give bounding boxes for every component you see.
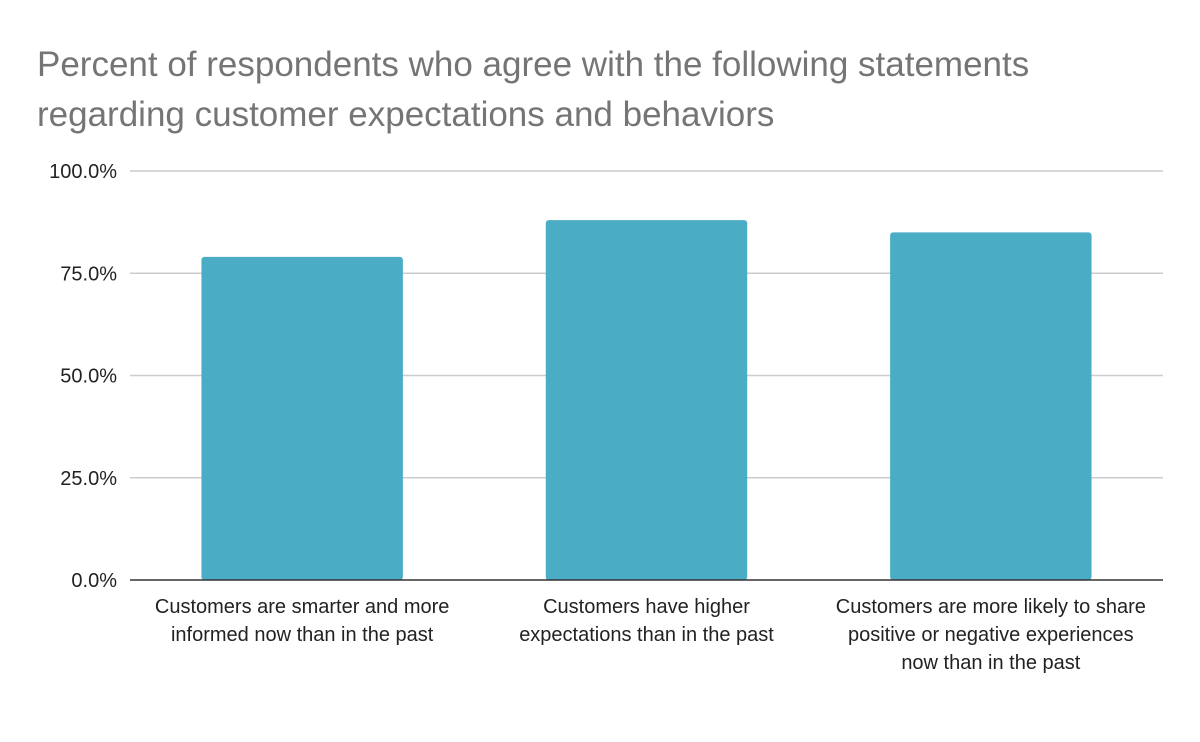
- bar: [201, 256, 403, 580]
- y-tick-label: 25.0%: [60, 468, 117, 490]
- y-tick-label: 100.0%: [49, 161, 117, 183]
- y-tick-label: 50.0%: [60, 366, 117, 388]
- y-tick-label: 75.0%: [60, 263, 117, 285]
- chart-title: Percent of respondents who agree with th…: [37, 45, 1030, 134]
- x-category-label: Customers are more likely to share posit…: [835, 596, 1146, 674]
- bar: [890, 232, 1092, 580]
- x-category-label: Customers are smarter and more informed …: [154, 596, 450, 646]
- y-tick-label: 0.0%: [71, 570, 117, 592]
- x-category-label: Customers have higher expectations than …: [519, 596, 774, 646]
- bar: [545, 220, 748, 580]
